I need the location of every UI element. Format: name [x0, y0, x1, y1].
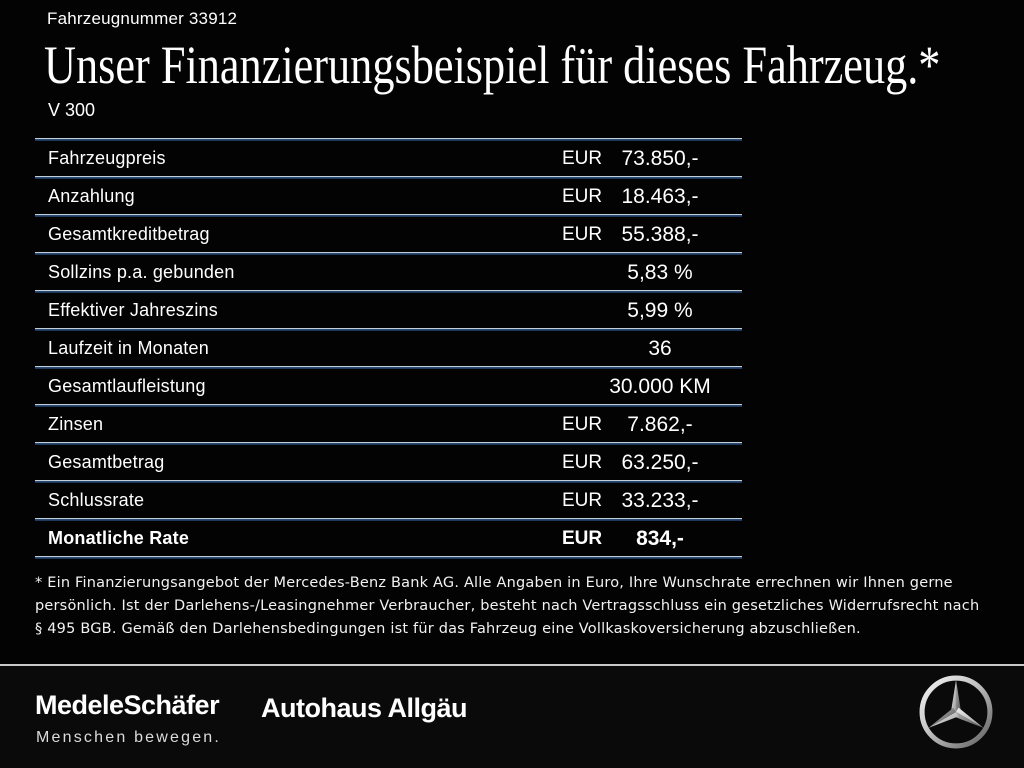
table-row-monthly-rate: Monatliche Rate EUR 834,- [35, 521, 742, 556]
table-row: Fahrzeugpreis EUR 73.850,- [35, 141, 742, 176]
page-title: Unser Finanzierungsbeispiel für dieses F… [44, 35, 941, 95]
row-value: 36 [648, 336, 672, 360]
row-label: Fahrzeugpreis [48, 148, 166, 168]
row-value: 18.463,- [621, 184, 699, 208]
row-value: 63.250,- [621, 450, 699, 474]
dealer-logo-autohaus-allgaeu: Autohaus Allgäu [261, 693, 468, 723]
dealer-logo-medele-schaefer: MedeleSchäfer [35, 690, 220, 720]
table-separator [35, 442, 742, 445]
table-row: Gesamtbetrag EUR 63.250,- [35, 445, 742, 480]
disclaimer-line: § 495 BGB. Gemäß den Darlehensbedingunge… [35, 621, 861, 637]
row-currency: EUR [562, 147, 603, 169]
table-row: Sollzins p.a. gebunden 5,83 % [35, 255, 742, 290]
table-separator [35, 480, 742, 483]
table-separator [35, 404, 742, 407]
table-separator [35, 252, 742, 255]
footer-divider [0, 664, 1024, 666]
row-currency: EUR [562, 451, 603, 473]
footer: MedeleSchäfer Menschen bewegen. Autohaus… [0, 666, 1024, 768]
row-currency: EUR [562, 527, 603, 549]
row-label: Zinsen [48, 414, 104, 434]
vehicle-number: Fahrzeugnummer 33912 [47, 9, 238, 28]
row-currency: EUR [562, 489, 603, 511]
row-value: 30.000 KM [609, 374, 711, 398]
row-label: Laufzeit in Monaten [48, 338, 209, 358]
row-value: 55.388,- [621, 222, 699, 246]
row-label: Gesamtbetrag [48, 452, 165, 472]
disclaimer-line: persönlich. Ist der Darlehens-/Leasingne… [35, 598, 980, 614]
row-currency: EUR [562, 185, 603, 207]
row-value: 5,83 % [627, 260, 693, 284]
table-separator [35, 138, 742, 141]
financing-table: Fahrzeugpreis EUR 73.850,- Anzahlung EUR… [35, 138, 742, 559]
table-separator [35, 290, 742, 293]
table-row: Anzahlung EUR 18.463,- [35, 179, 742, 214]
row-value: 5,99 % [627, 298, 693, 322]
row-currency: EUR [562, 223, 603, 245]
row-label: Sollzins p.a. gebunden [48, 262, 235, 282]
table-row: Zinsen EUR 7.862,- [35, 407, 742, 442]
row-value: 73.850,- [621, 146, 699, 170]
row-value: 33.233,- [621, 488, 699, 512]
table-separator [35, 214, 742, 217]
disclaimer-text: * Ein Finanzierungsangebot der Mercedes-… [35, 572, 1010, 641]
table-row: Effektiver Jahreszins 5,99 % [35, 293, 742, 328]
table-row: Schlussrate EUR 33.233,- [35, 483, 742, 518]
row-label: Monatliche Rate [48, 528, 190, 548]
row-label: Schlussrate [48, 490, 145, 510]
table-separator [35, 518, 742, 521]
table-separator [35, 556, 742, 559]
row-label: Anzahlung [48, 186, 135, 206]
disclaimer-line: * Ein Finanzierungsangebot der Mercedes-… [35, 575, 953, 591]
table-row: Laufzeit in Monaten 36 [35, 331, 742, 366]
table-row: Gesamtlaufleistung 30.000 KM [35, 369, 742, 404]
row-label: Gesamtlaufleistung [48, 376, 206, 396]
row-value: 7.862,- [627, 412, 693, 436]
table-row: Gesamtkreditbetrag EUR 55.388,- [35, 217, 742, 252]
table-separator [35, 366, 742, 369]
dealer-tagline: Menschen bewegen. [36, 729, 222, 746]
model-name: V 300 [48, 100, 96, 120]
mercedes-benz-star-icon [919, 675, 993, 749]
table-separator [35, 328, 742, 331]
table-separator [35, 176, 742, 179]
row-currency: EUR [562, 413, 603, 435]
row-value: 834,- [636, 526, 684, 550]
row-label: Gesamtkreditbetrag [48, 224, 210, 244]
row-label: Effektiver Jahreszins [48, 300, 218, 320]
